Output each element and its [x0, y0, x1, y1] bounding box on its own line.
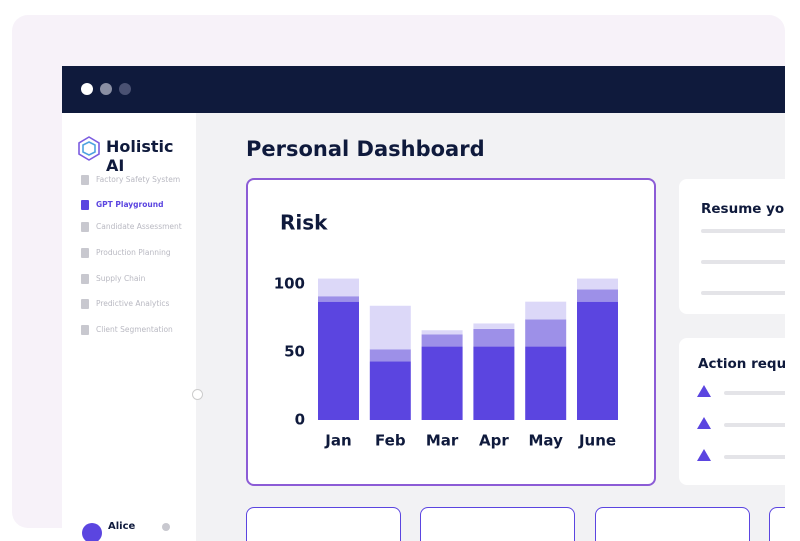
item-icon [81, 274, 89, 284]
user-name[interactable]: Alice [108, 521, 136, 532]
y-tick-label: 50 [284, 343, 305, 361]
bar-segment [577, 278, 618, 290]
bar-segment [525, 301, 567, 320]
bar-segment [421, 330, 463, 335]
bar-segment [318, 296, 359, 302]
settings-icon[interactable] [162, 523, 170, 531]
bar-segment [577, 289, 618, 302]
bar-segment [369, 349, 411, 362]
bar-segment [525, 346, 567, 420]
y-tick-label: 100 [274, 275, 305, 293]
sidebar: Holistic AI Alice Factory Safety System G… [62, 113, 203, 541]
item-icon [81, 222, 89, 232]
action-card: Action requi [679, 338, 785, 485]
bar-segment [421, 334, 463, 347]
placeholder-line [701, 260, 785, 264]
x-tick-label: Feb [375, 432, 406, 450]
nav-item[interactable]: GPT Playground [96, 200, 164, 209]
brand: Holistic AI [106, 137, 174, 175]
bar-segment [473, 328, 515, 347]
item-icon [81, 299, 89, 309]
app-window: Holistic AI Alice Factory Safety System G… [62, 66, 785, 541]
window-dot[interactable] [100, 83, 112, 95]
bar-segment [525, 319, 567, 347]
x-tick-label: Mar [426, 432, 459, 450]
summary-card [769, 507, 785, 541]
card-title: Resume you [701, 201, 785, 217]
placeholder-line [724, 391, 785, 395]
bar-segment [473, 346, 515, 420]
risk-chart: Risk 0 50 100 Jan Feb Mar Apr May June [274, 211, 618, 450]
bar-segment [369, 361, 411, 420]
logo [78, 136, 100, 161]
bar-segment [369, 305, 411, 350]
nav-item[interactable]: Production Planning [96, 248, 171, 257]
window-dot[interactable] [119, 83, 131, 95]
bar-segment [318, 301, 359, 420]
chart-title: Risk [280, 211, 328, 235]
title-bar [62, 66, 785, 113]
nav-item[interactable]: Factory Safety System [96, 175, 181, 184]
x-tick-label: June [578, 432, 616, 450]
bar-segment [473, 323, 515, 329]
placeholder-line [701, 229, 785, 233]
x-tick-label: Jan [324, 432, 351, 450]
summary-card [420, 507, 575, 541]
page-title: Personal Dashboard [246, 137, 485, 161]
card-title: Action requi [698, 356, 785, 372]
bar-segment [577, 301, 618, 420]
bar-segment [421, 346, 463, 420]
placeholder-line [724, 423, 785, 427]
window-dot[interactable] [81, 83, 93, 95]
nav-item[interactable]: Supply Chain [96, 274, 146, 283]
item-icon [81, 175, 89, 185]
item-icon [81, 248, 89, 258]
nav-item[interactable]: Candidate Assessment [96, 222, 182, 231]
avatar [82, 523, 102, 541]
nav-item[interactable]: Client Segmentation [96, 325, 173, 334]
placeholder-line [701, 291, 785, 295]
summary-card [595, 507, 750, 541]
item-icon [81, 200, 89, 210]
item-icon [81, 325, 89, 335]
summary-card [246, 507, 401, 541]
x-tick-label: Apr [479, 432, 509, 450]
risk-card: Risk 0 50 100 Jan Feb Mar Apr May June [246, 178, 656, 486]
warning-icons [697, 385, 711, 461]
resume-card: Resume you [679, 179, 785, 314]
collapse-button[interactable] [192, 389, 203, 400]
y-tick-label: 0 [295, 411, 305, 429]
x-tick-label: May [529, 432, 564, 450]
nav-item[interactable]: Predictive Analytics [96, 299, 170, 308]
placeholder-line [724, 455, 785, 459]
bar-segment [318, 278, 359, 297]
